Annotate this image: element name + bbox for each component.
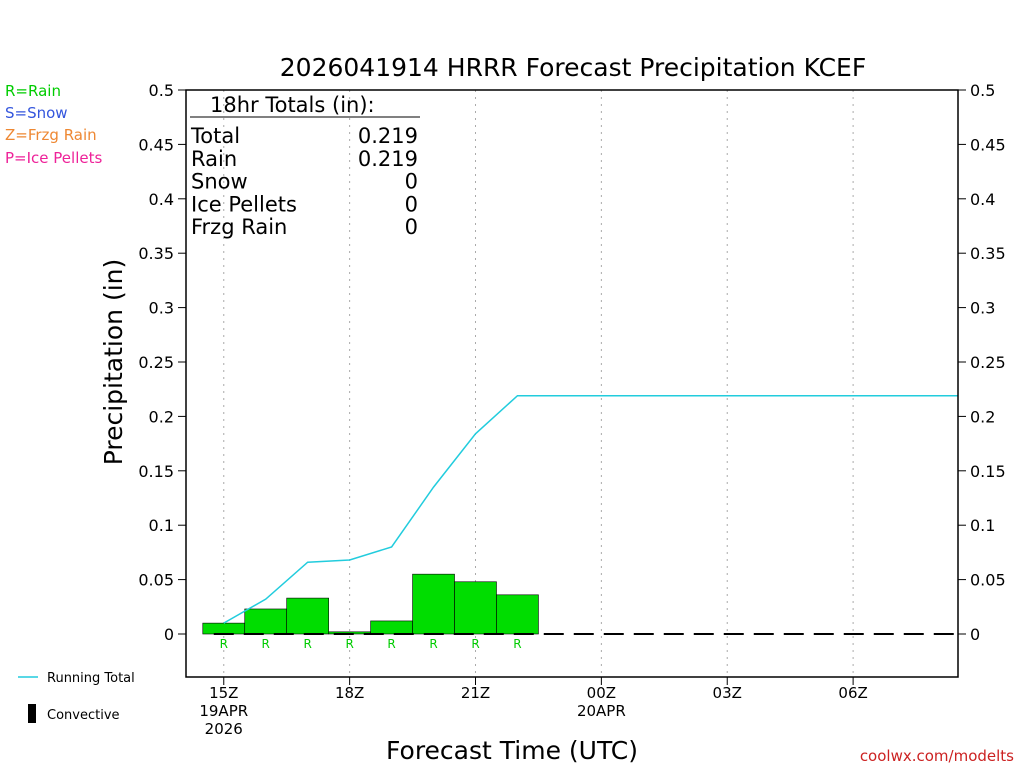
y-tick-label: 0.5: [149, 81, 174, 100]
precip-type-mark: R: [387, 637, 395, 651]
y-tick-label: 0.15: [138, 462, 174, 481]
precip-type-mark: R: [345, 637, 353, 651]
x-tick-label: 2026: [205, 720, 243, 738]
precip-bar: [496, 594, 539, 635]
precip-type-mark: R: [262, 637, 270, 651]
precip-type-mark: R: [471, 637, 479, 651]
y-tick-label-right: 0.25: [970, 353, 1006, 372]
x-tick-label: 19APR: [199, 702, 248, 720]
convective-legend-label: Convective: [47, 708, 120, 723]
vertical-gridlines: [223, 90, 854, 677]
precip-bars: [202, 573, 539, 635]
y-tick-label: 0.2: [149, 407, 174, 426]
precip-bar: [244, 608, 287, 635]
y-axis-left: 0 0.05 0.1 0.15 0.2 0.25 0.3 0.35 0.4 0.45 0.5: [138, 81, 186, 644]
totals-value: 0: [405, 192, 418, 216]
y-tick-label-right: 0: [970, 625, 980, 644]
y-tick-label-right: 0.35: [970, 244, 1006, 263]
legend-ice-pellets: P=Ice Pellets: [5, 149, 102, 167]
y-axis-right: 0 0.05 0.1 0.15 0.2 0.25 0.3 0.35 0.4 0.45 0.5: [958, 81, 1006, 644]
totals-value: 0.219: [358, 124, 418, 148]
x-tick-label: 00Z: [587, 684, 616, 702]
bottom-legend: Running Total Convective: [18, 671, 135, 723]
x-tick-label: 06Z: [838, 684, 867, 702]
y-tick-label-right: 0.5: [970, 81, 995, 100]
x-tick-label: 18Z: [335, 684, 364, 702]
y-tick-label: 0.4: [149, 190, 174, 209]
y-tick-label: 0.1: [149, 516, 174, 535]
totals-value: 0: [405, 215, 418, 239]
y-tick-label: 0.45: [138, 135, 174, 154]
precip-bar: [454, 581, 497, 635]
plot-frame: [185, 89, 959, 678]
totals-value: 0.219: [358, 147, 418, 171]
convective-legend-swatch: [28, 704, 36, 723]
precip-bar: [370, 620, 413, 635]
totals-heading: 18hr Totals (in):: [210, 93, 375, 117]
x-tick-label: 21Z: [461, 684, 490, 702]
legend-rain: R=Rain: [5, 82, 61, 100]
precip-type-mark: R: [304, 637, 312, 651]
precip-bar: [202, 622, 246, 635]
totals-box: 18hr Totals (in): Total 0.219 Rain 0.219 Sno…: [190, 93, 420, 239]
x-tick-label: 03Z: [713, 684, 742, 702]
y-tick-label-right: 0.15: [970, 462, 1006, 481]
y-tick-label-right: 0.4: [970, 190, 995, 209]
legend-snow: S=Snow: [5, 104, 68, 122]
precip-type-legend: R=Rain S=Snow Z=Frzg Rain P=Ice Pellets: [5, 82, 102, 167]
totals-label: Total: [190, 124, 240, 148]
x-axis-label: Forecast Time (UTC): [386, 736, 638, 765]
totals-label: Rain: [191, 147, 237, 171]
precip-bar: [286, 597, 329, 635]
running-total-line: [223, 394, 958, 624]
legend-frzg-rain: Z=Frzg Rain: [5, 126, 97, 144]
y-tick-label: 0.05: [138, 571, 174, 590]
y-axis-label: Precipitation (in): [99, 259, 128, 466]
y-tick-label: 0.25: [138, 353, 174, 372]
precip-bar: [412, 573, 455, 635]
totals-label: Ice Pellets: [191, 192, 297, 216]
y-tick-label-right: 0.1: [970, 516, 995, 535]
y-tick-label-right: 0.05: [970, 571, 1006, 590]
y-tick-label-right: 0.3: [970, 299, 995, 318]
x-tick-label: 15Z: [209, 684, 238, 702]
chart-title: 2026041914 HRRR Forecast Precipitation K…: [280, 53, 866, 82]
source-credit: coolwx.com/modelts: [860, 747, 1014, 765]
y-tick-label-right: 0.45: [970, 135, 1006, 154]
totals-label: Frzg Rain: [191, 215, 287, 239]
precip-type-mark: R: [513, 637, 521, 651]
y-tick-label: 0: [164, 625, 174, 644]
totals-label: Snow: [191, 170, 248, 194]
precip-type-mark: R: [220, 637, 228, 651]
x-tick-label: 20APR: [577, 702, 626, 720]
precip-type-mark: R: [429, 637, 437, 651]
running-total-legend-label: Running Total: [47, 671, 135, 686]
totals-value: 0: [405, 170, 418, 194]
y-tick-label: 0.35: [138, 244, 174, 263]
y-tick-label-right: 0.2: [970, 407, 995, 426]
y-tick-label: 0.3: [149, 299, 174, 318]
